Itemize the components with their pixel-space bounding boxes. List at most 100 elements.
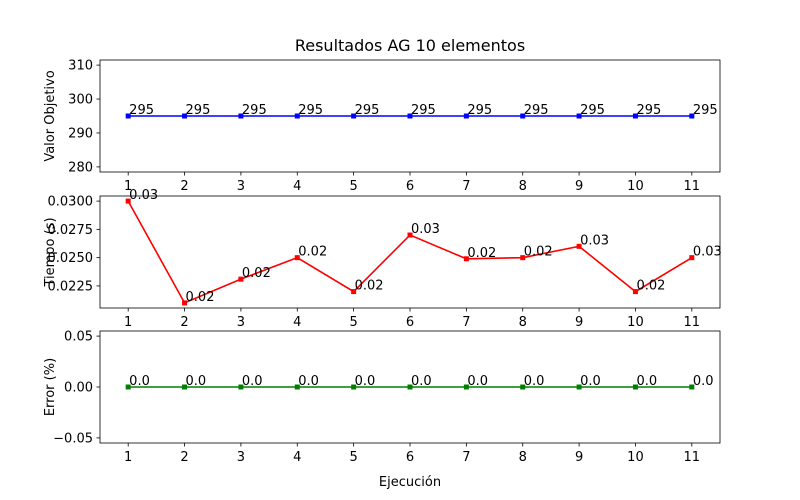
- data-label: 0.0: [524, 374, 545, 389]
- x-axis-label: Ejecución: [379, 475, 441, 490]
- data-point: [407, 113, 413, 119]
- data-label: 295: [129, 103, 154, 118]
- x-tick-label: 2: [180, 179, 188, 194]
- x-tick-label: 7: [462, 179, 470, 194]
- y-axis-label: Valor Objetivo: [43, 70, 58, 161]
- x-tick-label: 6: [406, 315, 414, 330]
- data-point: [520, 113, 526, 119]
- data-label: 0.02: [636, 279, 665, 294]
- data-label: 0.0: [693, 374, 714, 389]
- data-point: [125, 113, 131, 119]
- x-tick-label: 10: [627, 179, 644, 194]
- y-tick-label: 0.0275: [48, 223, 94, 238]
- x-tick-label: 4: [293, 179, 301, 194]
- data-point: [520, 384, 526, 390]
- data-label: 295: [580, 103, 605, 118]
- x-tick-label: 5: [349, 315, 357, 330]
- data-point: [689, 113, 695, 119]
- x-tick-label: 10: [627, 450, 644, 465]
- subplot-2: 0.03 0.02 0.02 0.02 0.02 0.03 0.02 0.02 0.03 0.02…: [43, 188, 722, 330]
- x-tick-label: 1: [124, 450, 132, 465]
- data-label: 0.0: [129, 374, 150, 389]
- x-tick-label: 5: [349, 450, 357, 465]
- x-tick-label: 8: [519, 450, 527, 465]
- data-point: [463, 113, 469, 119]
- data-point: [238, 113, 244, 119]
- data-point: [294, 384, 300, 390]
- y-tick-label: 0.0225: [48, 279, 94, 294]
- data-label: 0.03: [129, 188, 158, 203]
- y-tick-label: 0.0250: [48, 251, 94, 266]
- data-point: [407, 384, 413, 390]
- data-point: [238, 276, 244, 282]
- data-point: [689, 384, 695, 390]
- data-label: 0.0: [467, 374, 488, 389]
- subplot-3: 0.0 0.0 0.0 0.0 0.0 0.0 0.0 0.0 0.0 0.0 0.0 −0.05 0.…: [43, 330, 721, 465]
- x-tick-label: 10: [627, 315, 644, 330]
- data-label: 0.03: [693, 245, 722, 260]
- x-tick-label: 9: [575, 315, 583, 330]
- x-tick-label: 3: [237, 450, 245, 465]
- data-point: [576, 243, 582, 249]
- chart-title: Resultados AG 10 elementos: [295, 36, 525, 55]
- data-point: [576, 113, 582, 119]
- y-axis-label: Tiempo (s): [43, 217, 58, 287]
- data-label: 0.03: [411, 222, 440, 237]
- y-tick-label: 280: [68, 160, 93, 175]
- x-tick-label: 2: [180, 450, 188, 465]
- x-tick-label: 4: [293, 450, 301, 465]
- data-point: [294, 255, 300, 261]
- data-label: 0.02: [298, 245, 327, 260]
- data-point: [632, 289, 638, 295]
- x-tick-label: 6: [406, 450, 414, 465]
- data-point: [351, 289, 357, 295]
- y-tick-label: 0.0300: [48, 195, 94, 210]
- y-axis-label: Error (%): [43, 358, 58, 416]
- data-point: [294, 113, 300, 119]
- data-label: 0.02: [186, 290, 215, 305]
- y-tick-label: 300: [68, 93, 93, 108]
- y-tick-label: 290: [68, 126, 93, 141]
- data-point: [463, 256, 469, 262]
- data-point: [407, 232, 413, 238]
- data-point: [520, 255, 526, 261]
- x-tick-label: 11: [684, 315, 701, 330]
- data-label: 0.02: [524, 245, 553, 260]
- subplots: 295 295 295 295 295 295 295 295 295 295 2952802903…: [43, 59, 722, 465]
- data-point: [238, 384, 244, 390]
- y-tick-label: −0.05: [53, 431, 93, 446]
- data-label: 0.02: [355, 279, 384, 294]
- data-point: [182, 113, 188, 119]
- data-label: 295: [411, 103, 436, 118]
- data-label: 295: [242, 103, 267, 118]
- x-tick-label: 7: [462, 315, 470, 330]
- subplot-1: 295 295 295 295 295 295 295 295 295 295 2952802903…: [43, 59, 721, 194]
- data-label: 0.02: [242, 266, 271, 281]
- data-label: 0.02: [467, 246, 496, 261]
- x-tick-label: 3: [237, 315, 245, 330]
- x-tick-label: 1: [124, 315, 132, 330]
- data-label: 0.03: [580, 233, 609, 248]
- y-tick-label: 310: [68, 59, 93, 74]
- x-tick-label: 8: [519, 315, 527, 330]
- x-tick-label: 9: [575, 179, 583, 194]
- data-point: [125, 198, 131, 204]
- x-tick-label: 11: [684, 179, 701, 194]
- data-point: [351, 384, 357, 390]
- data-label: 295: [524, 103, 549, 118]
- data-label: 295: [693, 103, 718, 118]
- x-tick-label: 9: [575, 450, 583, 465]
- data-point: [689, 255, 695, 261]
- data-label: 0.0: [242, 374, 263, 389]
- data-point: [351, 113, 357, 119]
- x-tick-label: 1: [124, 179, 132, 194]
- x-tick-label: 8: [519, 179, 527, 194]
- data-label: 0.0: [636, 374, 657, 389]
- data-point: [125, 384, 131, 390]
- data-label: 0.0: [411, 374, 432, 389]
- x-tick-label: 5: [349, 179, 357, 194]
- data-label: 0.0: [298, 374, 319, 389]
- data-label: 0.0: [580, 374, 601, 389]
- data-point: [632, 113, 638, 119]
